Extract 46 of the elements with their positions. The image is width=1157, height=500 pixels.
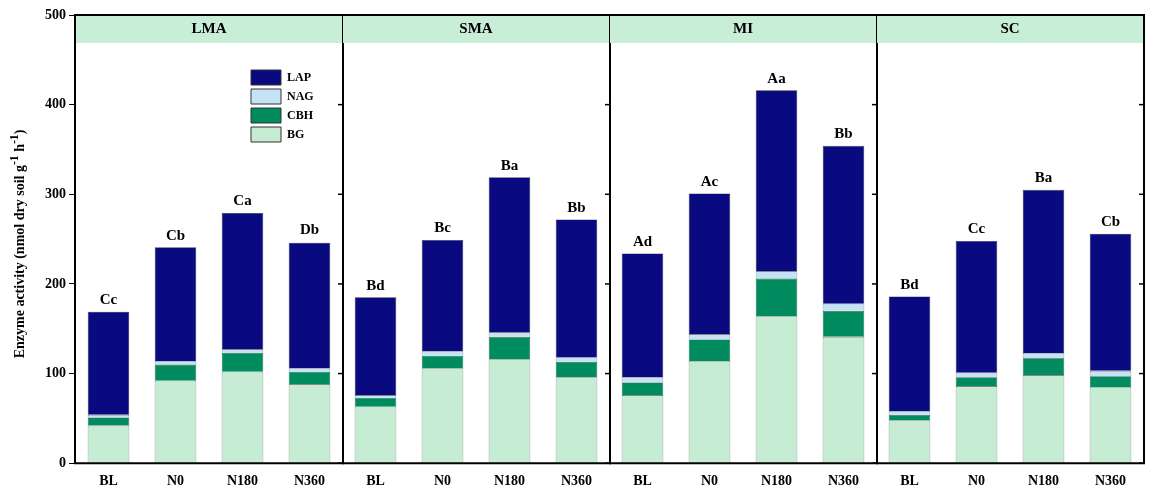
x-tick-label: N180 [1027, 473, 1060, 489]
x-tick-label: BL [900, 473, 919, 489]
chart-title: MI [732, 20, 754, 37]
y-tick-label: 0 [59, 454, 66, 470]
annotation: Aa [767, 69, 787, 86]
x-tick-label: N0 [433, 473, 452, 489]
legend-label: BG [287, 127, 305, 142]
x-tick-label: N180 [226, 473, 259, 489]
x-tick-label: N360 [827, 473, 860, 489]
annotation: Cb [1100, 213, 1121, 230]
x-tick-label: BL [99, 473, 118, 489]
y-tick-label: 200 [45, 275, 66, 291]
x-tick-label: BL [633, 473, 652, 489]
x-tick-label: N0 [166, 473, 185, 489]
x-tick-label: N360 [1094, 473, 1127, 489]
annotation: Cc [99, 291, 118, 308]
chart-title: SMA [458, 20, 494, 37]
annotation: Cb [165, 226, 186, 243]
annotation: Ac [700, 172, 719, 189]
legend-label: LAP [287, 70, 311, 85]
x-tick-label: N360 [560, 473, 593, 489]
annotation: Bc [434, 219, 452, 236]
legend-label: NAG [287, 89, 314, 104]
y-tick-label: 300 [45, 185, 66, 201]
annotation: Db [299, 221, 320, 238]
annotation: Bb [567, 198, 586, 215]
annotation: Bb [834, 125, 853, 142]
y-tick-label: 500 [45, 6, 66, 22]
x-tick-label: N0 [700, 473, 719, 489]
chart-title: LMA [190, 20, 228, 37]
y-tick-label: 400 [45, 96, 66, 112]
x-tick-label: N0 [967, 473, 986, 489]
annotation: Ad [632, 232, 653, 249]
annotation: Ba [1034, 169, 1053, 186]
annotation: Cc [967, 220, 986, 237]
annotation: Ca [233, 191, 253, 208]
x-tick-label: N180 [760, 473, 793, 489]
x-tick-label: N360 [293, 473, 326, 489]
annotation: Bd [366, 276, 386, 293]
annotation: Bd [900, 275, 920, 292]
x-tick-label: BL [366, 473, 385, 489]
legend-label: CBH [287, 108, 314, 123]
y-tick-label: 100 [45, 365, 66, 381]
chart-title: SC [999, 20, 1021, 37]
annotation: Ba [500, 156, 519, 173]
x-tick-label: N180 [493, 473, 526, 489]
